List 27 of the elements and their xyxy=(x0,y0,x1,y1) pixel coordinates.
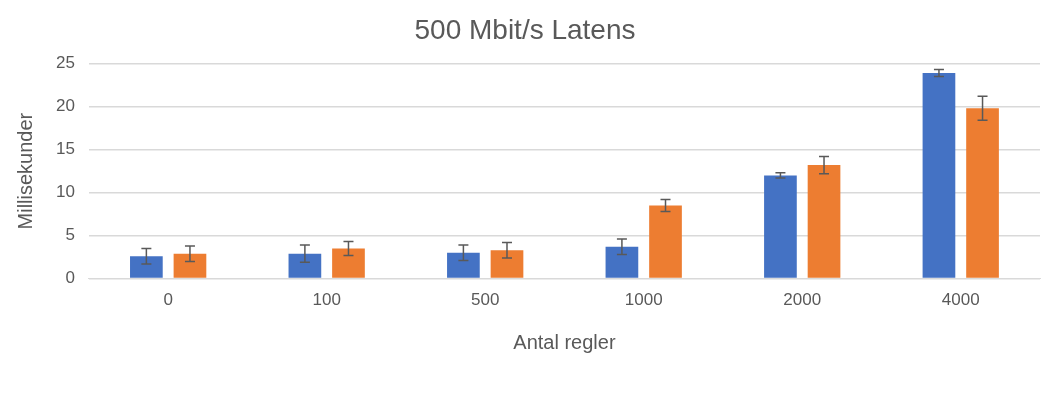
x-tick-label: 4000 xyxy=(941,290,980,310)
x-tick-label: 1000 xyxy=(624,290,663,310)
y-tick-label: 15 xyxy=(55,139,75,159)
y-tick-label: 20 xyxy=(55,96,75,116)
x-axis-title: Antal regler xyxy=(513,330,616,353)
chart-title: 500 Mbit/s Latens xyxy=(414,13,636,45)
bar xyxy=(807,165,841,278)
bar xyxy=(649,205,682,278)
bar xyxy=(130,256,163,278)
x-tick-label: 0 xyxy=(163,290,173,310)
bar xyxy=(173,253,207,278)
y-tick-label: 5 xyxy=(65,225,75,245)
x-tick-label: 100 xyxy=(312,290,341,310)
bar xyxy=(764,175,797,278)
y-axis-title: Millisekunder xyxy=(13,112,36,230)
bar xyxy=(922,73,956,278)
bar xyxy=(332,248,365,278)
y-tick-label: 0 xyxy=(65,268,75,288)
x-tick-label: 2000 xyxy=(783,290,822,310)
y-tick-label: 25 xyxy=(55,53,75,73)
bar xyxy=(490,250,524,278)
bar xyxy=(447,252,480,278)
bar xyxy=(288,253,322,278)
y-tick-label: 10 xyxy=(55,182,75,202)
x-tick-label: 500 xyxy=(471,290,500,310)
bar xyxy=(605,246,639,278)
bar xyxy=(966,108,999,278)
